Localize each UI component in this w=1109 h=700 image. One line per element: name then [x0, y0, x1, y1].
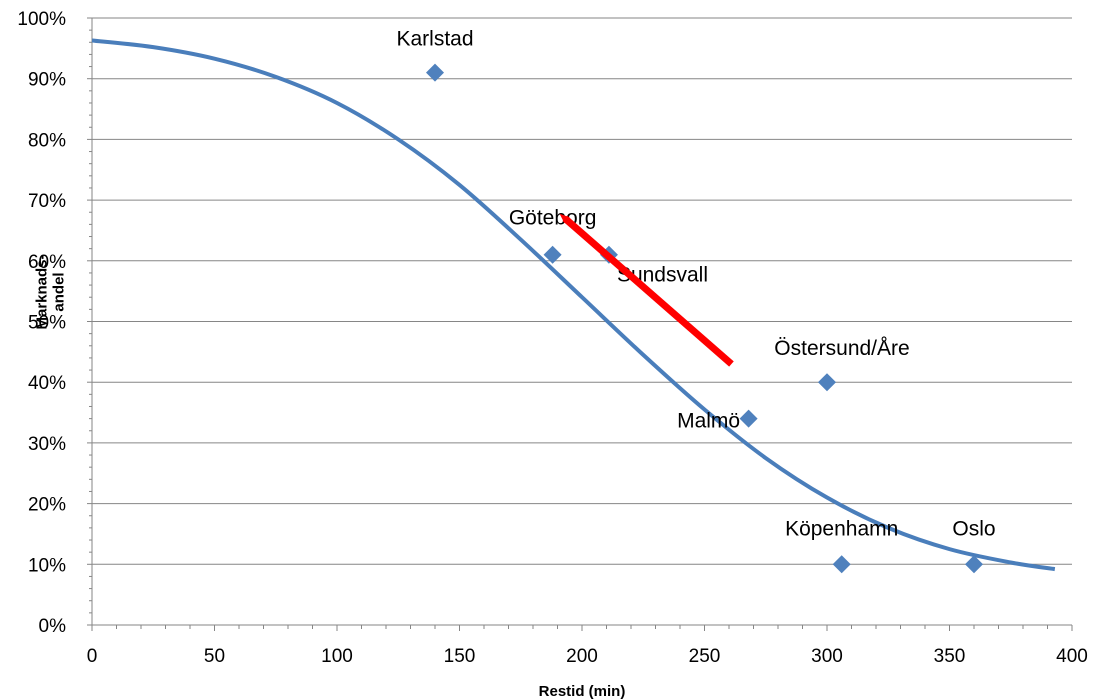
x-tick-label: 150	[444, 646, 476, 667]
axes: 0% 10% 20% 30% 40% 50% 60% 70% 80% 90% 100% 0 50 100 1…	[17, 9, 1087, 667]
y-tick-label: 20%	[28, 495, 66, 516]
data-label: Göteborg	[509, 207, 597, 230]
x-tick-label: 200	[566, 646, 598, 667]
y-tick-label: 30%	[28, 434, 66, 455]
y-tick-label: 70%	[28, 191, 66, 212]
data-points	[426, 63, 983, 574]
gridlines	[92, 17, 1072, 565]
x-tick-label: 350	[934, 646, 966, 667]
y-tick-label: 100%	[17, 9, 66, 30]
data-point-karlstad	[426, 63, 444, 82]
data-label: Malmö	[677, 410, 740, 433]
trendline-layer	[91, 38, 1056, 572]
arrow-layer	[559, 213, 734, 367]
red-arrow	[559, 213, 734, 367]
data-point-k-penhamn	[832, 555, 851, 574]
x-tick-label: 300	[811, 646, 843, 667]
x-tick-label: 100	[321, 646, 353, 667]
data-point-g-teborg	[543, 245, 562, 264]
trendline	[91, 38, 1056, 572]
y-tick-label: 80%	[28, 130, 66, 151]
data-point--stersund-re	[818, 373, 836, 392]
data-label: Karlstad	[396, 28, 473, 51]
y-axis-title-line: Marknads-	[34, 254, 51, 329]
y-tick-label: 90%	[28, 70, 66, 91]
y-axis-title-line: andel	[51, 272, 68, 311]
data-label: Oslo	[952, 517, 995, 540]
y-tick-label: 0%	[39, 616, 67, 637]
data-label: Östersund/Åre	[774, 337, 909, 360]
y-tick-label: 60%	[28, 252, 66, 273]
x-tick-label: 50	[204, 646, 225, 667]
data-label: Köpenhamn	[785, 517, 898, 540]
y-tick-label: 40%	[28, 373, 66, 394]
y-tick-label: 10%	[28, 555, 66, 576]
x-tick-label: 250	[689, 646, 721, 667]
point-labels: KarlstadGöteborgSundsvallMalmöÖstersund/…	[396, 28, 995, 541]
y-tick-label: 50%	[28, 313, 66, 334]
data-point-malm-	[739, 409, 758, 428]
data-point-oslo	[965, 555, 983, 574]
x-tick-label: 400	[1056, 646, 1088, 667]
y-axis-title: Marknads-andel	[34, 254, 68, 329]
x-tick-label: 0	[87, 646, 98, 667]
x-axis-title: Restid (min)	[539, 683, 626, 700]
